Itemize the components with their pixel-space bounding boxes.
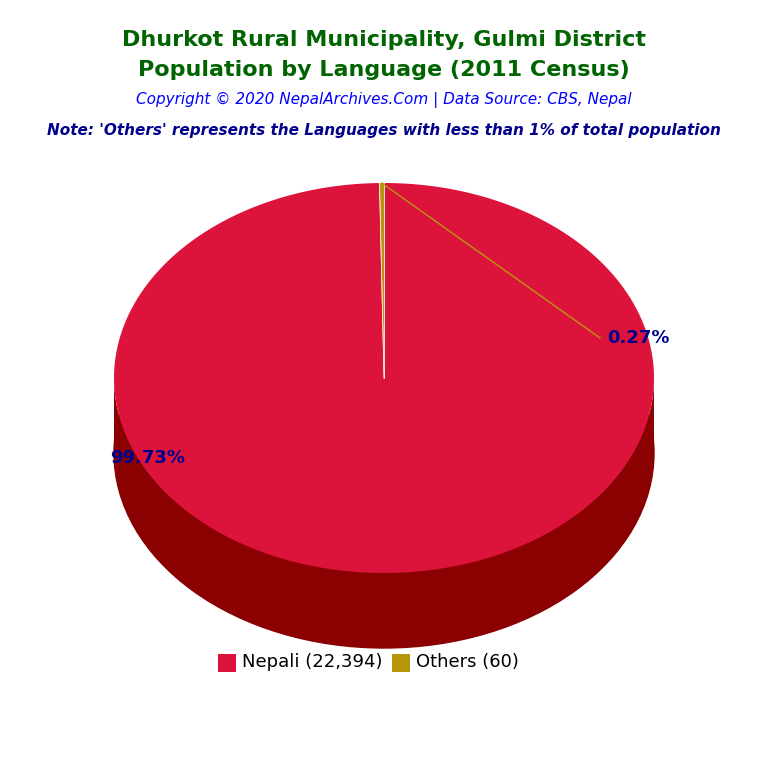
- Text: 0.27%: 0.27%: [607, 329, 670, 347]
- Polygon shape: [114, 379, 654, 648]
- Text: Population by Language (2011 Census): Population by Language (2011 Census): [138, 60, 630, 80]
- Text: 99.73%: 99.73%: [110, 449, 185, 467]
- Polygon shape: [379, 183, 384, 378]
- Text: Copyright © 2020 NepalArchives.Com | Data Source: CBS, Nepal: Copyright © 2020 NepalArchives.Com | Dat…: [136, 92, 632, 108]
- FancyBboxPatch shape: [392, 654, 410, 672]
- Text: Dhurkot Rural Municipality, Gulmi District: Dhurkot Rural Municipality, Gulmi Distri…: [122, 30, 646, 50]
- Text: Note: 'Others' represents the Languages with less than 1% of total population: Note: 'Others' represents the Languages …: [47, 123, 721, 137]
- FancyBboxPatch shape: [218, 654, 236, 672]
- Ellipse shape: [114, 258, 654, 648]
- Text: Others (60): Others (60): [416, 653, 519, 671]
- Text: Nepali (22,394): Nepali (22,394): [242, 653, 382, 671]
- Polygon shape: [114, 183, 654, 573]
